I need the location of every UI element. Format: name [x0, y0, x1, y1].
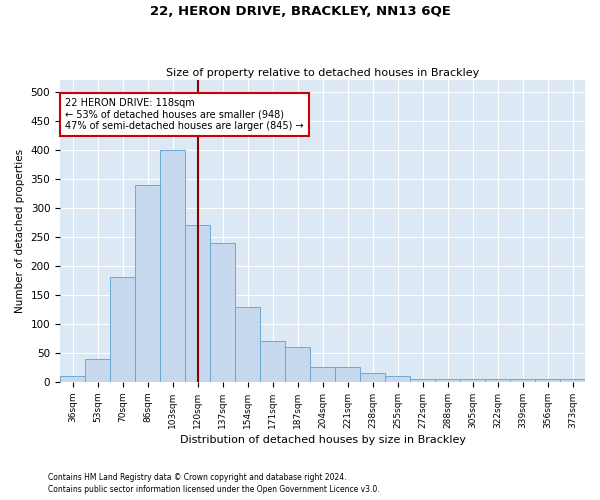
Text: 22, HERON DRIVE, BRACKLEY, NN13 6QE: 22, HERON DRIVE, BRACKLEY, NN13 6QE: [149, 5, 451, 18]
Bar: [385, 376, 410, 382]
Bar: [360, 374, 385, 382]
Bar: [85, 358, 110, 382]
Bar: [260, 342, 285, 382]
Bar: [485, 379, 510, 382]
Bar: [160, 150, 185, 382]
Bar: [560, 379, 585, 382]
Bar: [335, 368, 360, 382]
X-axis label: Distribution of detached houses by size in Brackley: Distribution of detached houses by size …: [179, 435, 466, 445]
Y-axis label: Number of detached properties: Number of detached properties: [15, 149, 25, 313]
Text: 22 HERON DRIVE: 118sqm
← 53% of detached houses are smaller (948)
47% of semi-de: 22 HERON DRIVE: 118sqm ← 53% of detached…: [65, 98, 304, 132]
Bar: [410, 379, 435, 382]
Bar: [185, 226, 210, 382]
Text: Contains public sector information licensed under the Open Government Licence v3: Contains public sector information licen…: [48, 486, 380, 494]
Bar: [110, 278, 135, 382]
Bar: [135, 184, 160, 382]
Bar: [535, 379, 560, 382]
Text: Contains HM Land Registry data © Crown copyright and database right 2024.: Contains HM Land Registry data © Crown c…: [48, 473, 347, 482]
Bar: [60, 376, 85, 382]
Bar: [460, 379, 485, 382]
Title: Size of property relative to detached houses in Brackley: Size of property relative to detached ho…: [166, 68, 479, 78]
Bar: [285, 347, 310, 382]
Bar: [210, 242, 235, 382]
Bar: [235, 306, 260, 382]
Bar: [510, 379, 535, 382]
Bar: [310, 368, 335, 382]
Bar: [435, 379, 460, 382]
